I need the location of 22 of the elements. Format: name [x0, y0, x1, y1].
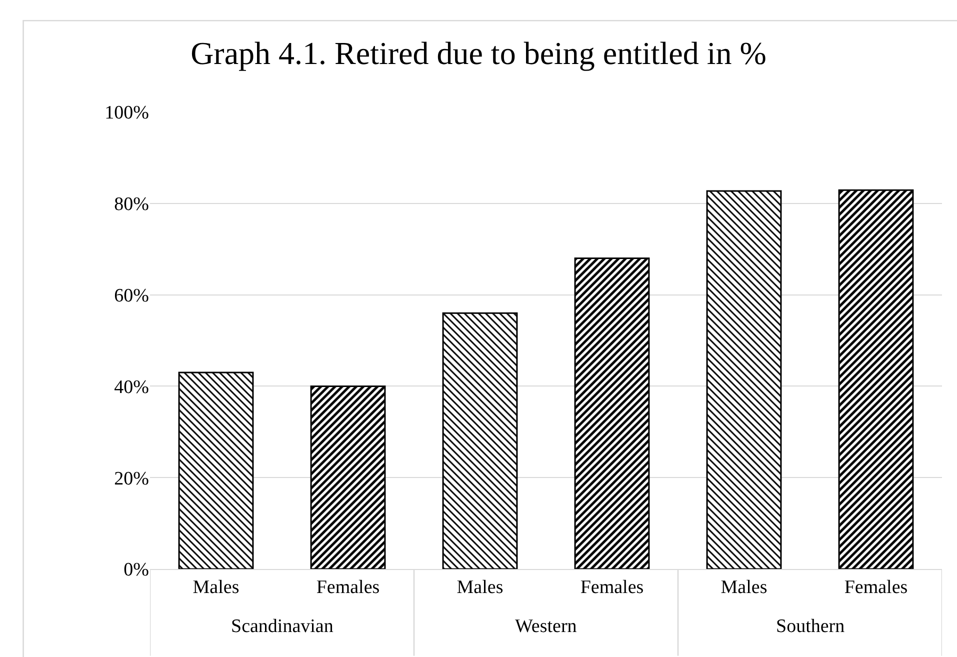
x-tick-label: Males — [456, 576, 504, 598]
chart-title: Graph 4.1. Retired due to being entitled in % — [190, 34, 766, 71]
y-tick-label: 40% — [114, 376, 150, 398]
x-tick-label: Males — [720, 576, 768, 598]
x-tick-label: Males — [192, 576, 240, 598]
bar — [442, 312, 518, 569]
y-tick-label: 0% — [124, 560, 150, 581]
bar — [574, 257, 650, 569]
x-tick-label: Females — [580, 576, 644, 598]
text: Scandinavian — [231, 616, 334, 637]
bar — [310, 385, 386, 569]
bar — [178, 372, 254, 569]
x-tick-label: Females — [316, 576, 380, 598]
y-tick-label: 60% — [114, 285, 150, 306]
bar — [838, 189, 914, 569]
y-tick-label: 20% — [114, 468, 150, 490]
text: Southern — [776, 616, 846, 637]
bar — [706, 190, 782, 569]
y-tick-label: 100% — [104, 102, 150, 124]
text: Western — [515, 616, 578, 637]
x-tick-label: Females — [844, 576, 908, 598]
y-tick-label: 80% — [114, 194, 150, 216]
